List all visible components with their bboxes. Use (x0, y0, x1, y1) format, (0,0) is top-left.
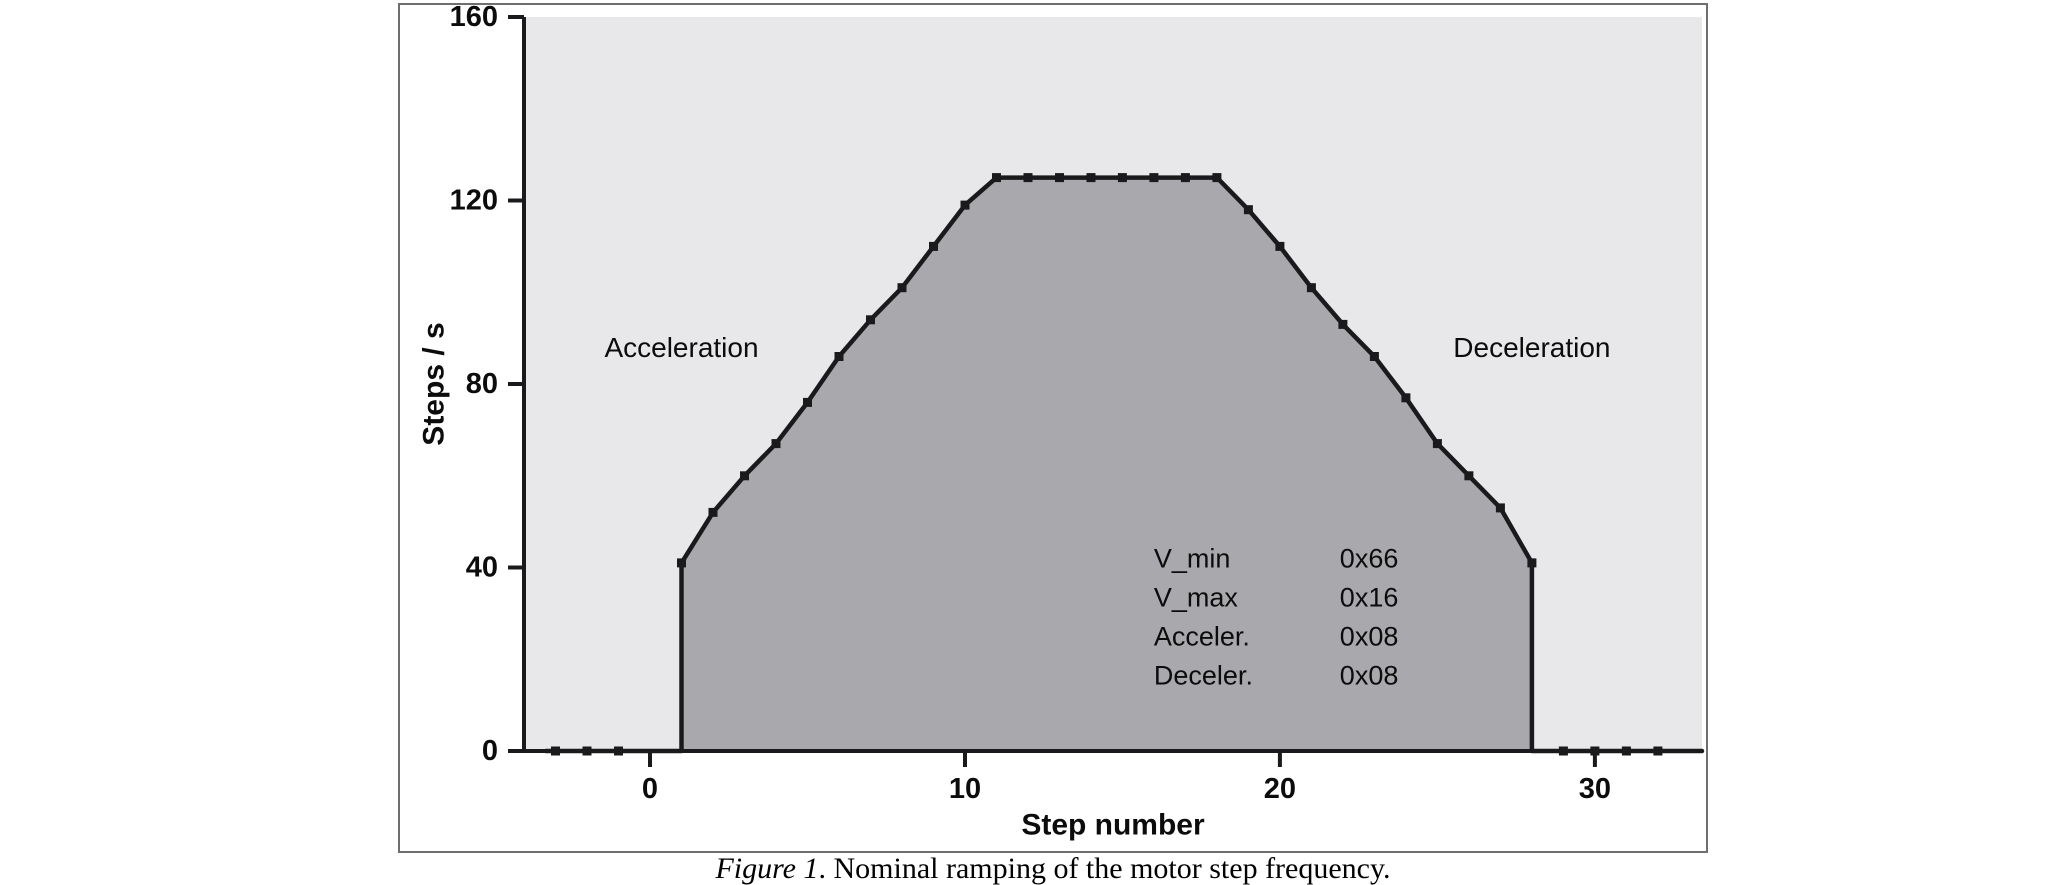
figure-caption: Figure 1. Nominal ramping of the motor s… (398, 854, 1708, 884)
ramp-area (546, 177, 1702, 752)
ramp-line (543, 175, 1705, 754)
svg-text:20: 20 (1264, 773, 1296, 805)
x-tick-labels: 0 10 20 30 (642, 773, 1611, 805)
chart-svg: 0 10 20 30 0 40 80 120 160 Step number Steps / s Ac… (418, 5, 1705, 842)
svg-text:0x66: 0x66 (1340, 543, 1399, 573)
figure-caption-label: Figure 1 (715, 852, 819, 885)
svg-text:Acceler.: Acceler. (1154, 621, 1250, 651)
svg-text:0: 0 (642, 773, 658, 805)
y-axis-title: Steps / s (418, 322, 451, 445)
figure-caption-text: . Nominal ramping of the motor step freq… (818, 852, 1391, 885)
phase-annotations: Acceleration Deceleration (604, 332, 1610, 363)
svg-text:0x08: 0x08 (1340, 621, 1399, 651)
param-table: V_min 0x66 V_max 0x16 Acceler. 0x08 Deceler. 0x… (1154, 543, 1398, 690)
svg-text:120: 120 (450, 185, 498, 217)
svg-text:80: 80 (466, 368, 498, 400)
svg-text:0x08: 0x08 (1340, 660, 1399, 690)
svg-text:160: 160 (450, 5, 498, 33)
svg-text:0x16: 0x16 (1340, 582, 1399, 612)
svg-text:0: 0 (482, 735, 498, 767)
svg-text:Acceleration: Acceleration (604, 332, 758, 363)
svg-text:Deceleration: Deceleration (1453, 332, 1610, 363)
svg-text:V_max: V_max (1154, 582, 1239, 612)
svg-text:30: 30 (1579, 773, 1611, 805)
svg-text:V_min: V_min (1154, 543, 1231, 573)
figure-frame: 0 10 20 30 0 40 80 120 160 Step number Steps / s Ac… (398, 3, 1708, 853)
svg-text:40: 40 (466, 552, 498, 584)
svg-text:10: 10 (949, 773, 981, 805)
y-tick-labels: 0 40 80 120 160 (450, 5, 498, 767)
axes (508, 15, 1702, 767)
x-axis-title: Step number (1021, 809, 1205, 842)
svg-text:Deceler.: Deceler. (1154, 660, 1253, 690)
